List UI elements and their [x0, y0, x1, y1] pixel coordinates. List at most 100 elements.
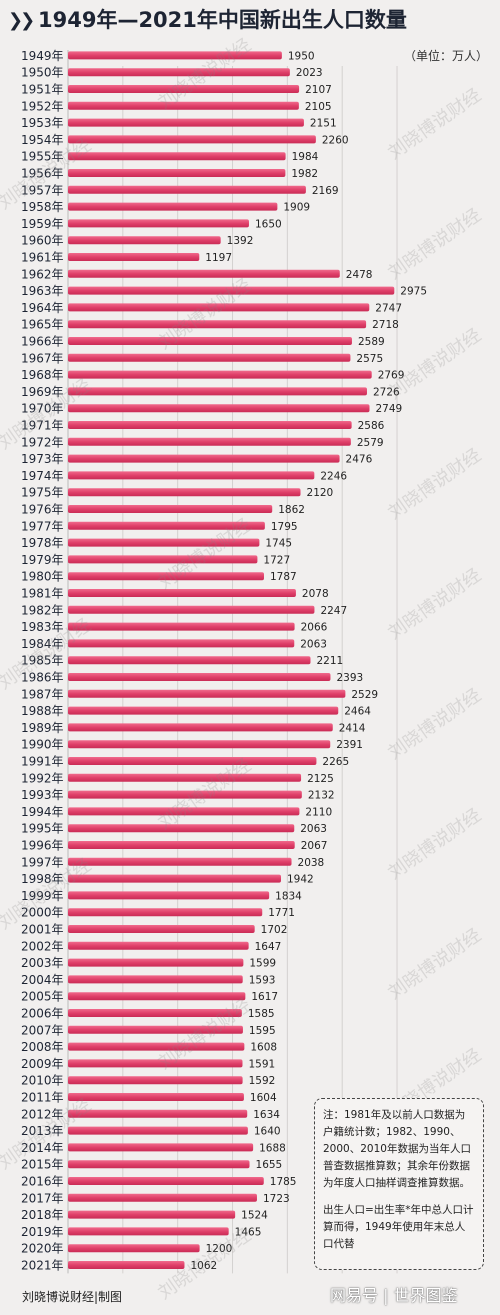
year-label: 1998年: [21, 872, 64, 886]
year-label: 2010年: [21, 1074, 64, 1088]
bar: [68, 337, 352, 345]
value-label: 1655: [256, 1159, 283, 1171]
year-label: 1962年: [21, 267, 64, 281]
bar: [68, 320, 367, 329]
bar: [68, 236, 221, 245]
year-label: 1949年: [21, 49, 64, 63]
value-label: 1942: [287, 874, 314, 886]
bar: [68, 790, 302, 799]
bar: [68, 1059, 243, 1068]
year-label: 1952年: [21, 99, 64, 113]
value-label: 1647: [255, 941, 282, 953]
value-label: 1062: [190, 1260, 217, 1272]
bar: [68, 1261, 185, 1269]
bar: [68, 841, 295, 849]
bar: [68, 286, 395, 295]
value-label: 1197: [205, 252, 232, 264]
year-label: 1974年: [21, 469, 64, 483]
bar: [68, 992, 246, 1001]
year-label: 1993年: [21, 788, 64, 802]
year-label: 1996年: [21, 839, 64, 853]
value-label: 1392: [227, 235, 254, 247]
value-label: 2023: [296, 67, 323, 79]
bar: [68, 454, 340, 463]
value-label: 2260: [322, 134, 349, 146]
value-label: 2975: [400, 286, 427, 298]
value-label: 1702: [261, 924, 288, 936]
year-label: 1963年: [21, 284, 64, 298]
year-label: 1991年: [21, 755, 64, 769]
value-label: 2132: [308, 790, 335, 802]
value-label: 2749: [376, 403, 403, 415]
value-label: 1591: [248, 1058, 275, 1070]
bar: [68, 1193, 257, 1202]
year-label: 2005年: [21, 990, 64, 1004]
value-label: 2107: [305, 84, 332, 96]
year-label: 2018年: [21, 1208, 64, 1222]
bar: [68, 135, 316, 144]
year-label: 1967年: [21, 351, 64, 365]
bar: [68, 1025, 243, 1034]
source-logo: 网易号 | 世界图鉴: [330, 1286, 458, 1305]
bar: [68, 589, 296, 597]
value-label: 2393: [336, 672, 363, 684]
year-label: 2011年: [21, 1091, 64, 1105]
value-label: 1834: [275, 890, 302, 902]
year-label: 2021年: [21, 1259, 64, 1273]
year-label: 2019年: [21, 1225, 64, 1239]
value-label: 1727: [263, 554, 290, 566]
year-label: 1961年: [21, 251, 64, 265]
value-label: 1650: [255, 218, 282, 230]
value-label: 2169: [312, 185, 339, 197]
bar: [68, 1210, 236, 1219]
value-label: 2067: [301, 840, 328, 852]
bar: [68, 874, 281, 883]
value-label: 1909: [283, 202, 310, 214]
value-label: 2391: [336, 739, 363, 751]
year-label: 1956年: [21, 167, 64, 181]
bar: [68, 622, 295, 631]
year-label: 2017年: [21, 1191, 64, 1205]
year-label: 2002年: [21, 939, 64, 953]
year-label: 1990年: [21, 738, 64, 752]
year-label: 1970年: [21, 402, 64, 416]
bar: [68, 975, 243, 984]
year-label: 2001年: [21, 923, 64, 937]
bar: [68, 1009, 242, 1017]
year-label: 1972年: [21, 435, 64, 449]
value-label: 2575: [356, 353, 383, 365]
value-label: 1950: [288, 50, 315, 62]
year-label: 1953年: [21, 116, 64, 130]
bar: [68, 538, 260, 547]
year-label: 1975年: [21, 486, 64, 500]
value-label: 2529: [351, 689, 378, 701]
year-label: 1973年: [21, 452, 64, 466]
year-label: 2004年: [21, 973, 64, 987]
bar: [68, 437, 351, 446]
year-label: 1984年: [21, 637, 64, 651]
value-label: 1592: [249, 1075, 276, 1087]
value-label: 2476: [346, 454, 373, 466]
value-label: 1524: [241, 1210, 268, 1222]
double-chevron-icon: ❯❯: [8, 10, 35, 31]
year-label: 2014年: [21, 1141, 64, 1155]
bar: [68, 824, 295, 833]
year-label: 1965年: [21, 318, 64, 332]
year-label: 1955年: [21, 150, 64, 164]
value-label: 1771: [268, 907, 295, 919]
bar: [68, 1227, 229, 1236]
year-label: 1989年: [21, 721, 64, 735]
value-label: 2579: [357, 437, 384, 449]
year-label: 1954年: [21, 133, 64, 147]
value-label: 1640: [254, 1126, 281, 1138]
bar: [68, 353, 351, 362]
value-label: 2078: [302, 588, 329, 600]
year-label: 2000年: [21, 906, 64, 920]
year-label: 1966年: [21, 335, 64, 349]
bar: [68, 51, 282, 60]
bar: [68, 471, 315, 480]
year-label: 1968年: [21, 368, 64, 382]
year-label: 2020年: [21, 1242, 64, 1256]
value-label: 1984: [292, 151, 319, 163]
value-label: 1200: [206, 1243, 233, 1255]
